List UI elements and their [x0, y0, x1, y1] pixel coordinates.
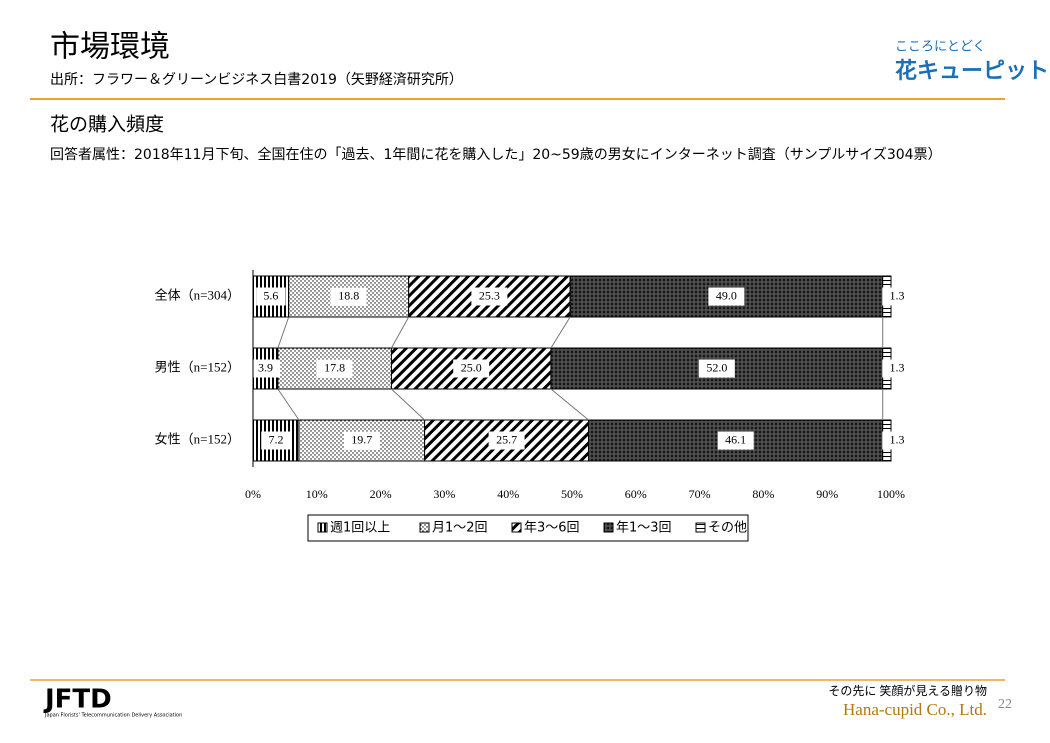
- x-tick-label: 90%: [816, 487, 838, 501]
- section-title: 花の購入頻度: [50, 114, 164, 136]
- legend-swatch: [317, 522, 328, 533]
- value-label-bg: [882, 431, 912, 450]
- value-label-bg: [471, 287, 508, 306]
- x-tick-label: 80%: [752, 487, 774, 501]
- legend-swatch: [603, 522, 614, 533]
- value-label: 25.7: [496, 432, 517, 446]
- value-label: 46.1: [725, 432, 746, 446]
- category-label: 女性（n=152）: [155, 431, 240, 446]
- value-label-bg: [250, 359, 281, 378]
- value-label-bg: [717, 431, 754, 450]
- legend-label: 年1～3回: [616, 521, 672, 536]
- value-label-bg: [882, 359, 912, 378]
- value-label: 1.3: [890, 288, 905, 302]
- value-label: 17.8: [324, 360, 345, 374]
- value-label-bg: [708, 287, 745, 306]
- legend-box: [307, 514, 749, 542]
- category-label: 全体（n=304）: [155, 287, 240, 302]
- legend-label: その他: [708, 521, 747, 536]
- value-label: 25.3: [479, 288, 500, 302]
- footer-company: Hana-cupid Co., Ltd.: [843, 700, 987, 719]
- value-label-bg: [316, 359, 353, 378]
- connector-line: [550, 316, 571, 349]
- x-tick-label: 60%: [625, 487, 647, 501]
- value-label: 1.3: [890, 432, 905, 446]
- value-label-bg: [453, 359, 490, 378]
- bar-segment: [424, 419, 590, 462]
- x-tick-label: 30%: [433, 487, 455, 501]
- logo-name: 花キューピット: [895, 58, 1049, 84]
- section-note: 回答者属性：2018年11月下旬、全国在住の「過去、1年間に花を購入した」20~…: [50, 146, 942, 163]
- chart: 全体（n=304） 5.6 18.8 25.3 49.0 1.3 男性（n=152） 3.9 1…: [155, 270, 912, 542]
- connector-line: [391, 388, 425, 421]
- footer-tagline: その先に 笑顔が見える贈り物: [828, 683, 987, 698]
- value-label: 19.7: [351, 432, 372, 446]
- value-label: 25.0: [461, 360, 482, 374]
- legend-swatch: [511, 522, 522, 533]
- logo-tagline: こころにとどく: [895, 40, 986, 55]
- x-tick-label: 50%: [561, 487, 583, 501]
- x-tick-label: 70%: [689, 487, 711, 501]
- value-label-bg: [488, 431, 525, 450]
- x-tick-label: 0%: [245, 487, 261, 501]
- value-label-bg: [882, 287, 912, 306]
- category-label: 男性（n=152）: [155, 359, 240, 374]
- connector-line: [277, 388, 300, 421]
- page-number: 22: [998, 697, 1012, 712]
- footer-logo: JFTD: [43, 685, 112, 715]
- footer-org: Japan Florists' Telecommunication Delive…: [44, 713, 182, 719]
- x-tick-label: 20%: [370, 487, 392, 501]
- title: 市場環境: [50, 30, 170, 65]
- value-label: 18.8: [338, 288, 359, 302]
- value-label: 49.0: [716, 288, 737, 302]
- legend-label: 月1～2回: [432, 521, 488, 536]
- x-tick-label: 40%: [497, 487, 519, 501]
- bar-segment: [390, 347, 552, 390]
- legend-swatch: [419, 522, 430, 533]
- x-tick-label: 100%: [877, 487, 905, 501]
- value-label-bg: [698, 359, 735, 378]
- connector-line: [391, 316, 410, 349]
- source: 出所：フラワー＆グリーンビジネス白書2019（矢野経済研究所）: [50, 72, 463, 88]
- legend-swatch: [695, 522, 706, 533]
- value-label: 5.6: [263, 288, 278, 302]
- connector-line: [550, 388, 589, 421]
- value-label-bg: [343, 431, 380, 450]
- value-label: 7.2: [268, 432, 283, 446]
- x-tick-label: 10%: [306, 487, 328, 501]
- legend-label: 週1回以上: [330, 521, 390, 536]
- value-label: 3.9: [258, 360, 273, 374]
- value-label: 52.0: [706, 360, 727, 374]
- connector-line: [277, 316, 290, 349]
- bar-segment: [277, 347, 392, 390]
- value-label-bg: [330, 287, 367, 306]
- legend-label: 年3～6回: [524, 521, 580, 536]
- value-label: 1.3: [890, 360, 905, 374]
- value-label-bg: [261, 431, 291, 450]
- value-label-bg: [256, 287, 286, 306]
